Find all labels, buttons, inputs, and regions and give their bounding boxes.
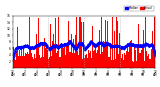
Legend: Median, Actual: Median, Actual	[124, 6, 154, 11]
